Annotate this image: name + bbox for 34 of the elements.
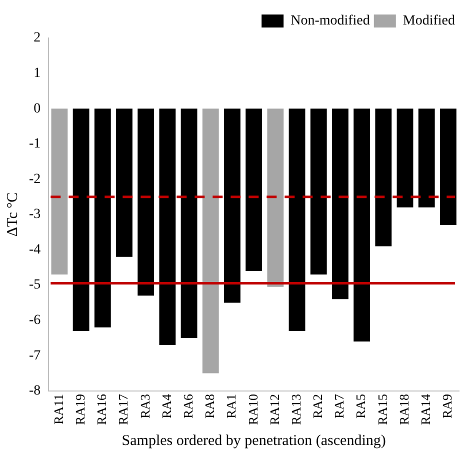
y-tick-label: -2	[28, 172, 41, 187]
x-tick-label: RA18	[396, 394, 412, 426]
y-tick-label: -7	[28, 348, 41, 364]
x-tick-label: RA7	[332, 393, 347, 419]
legend-label: Modified	[402, 14, 456, 29]
x-tick-label: RA8	[202, 394, 218, 419]
y-tick-label: -4	[28, 242, 41, 258]
x-tick-label: RA17	[116, 393, 131, 426]
x-tick-label: RA15	[374, 394, 390, 426]
y-tick-label: -8	[28, 384, 41, 399]
y-tick-label: 1	[34, 66, 41, 81]
x-tick-label: RA3	[137, 394, 152, 419]
x-tick-label: RA9	[440, 394, 455, 419]
y-tick-label: -6	[28, 313, 41, 328]
x-tick-label: RA1	[224, 394, 239, 419]
y-tick-label: 0	[34, 101, 41, 116]
x-tick-label: RA14	[418, 393, 434, 426]
x-tick-label: RA5	[353, 394, 368, 419]
y-axis-title: ΔTc °C	[4, 192, 21, 237]
x-tick-label: RA4	[158, 393, 174, 419]
x-axis-title: Samples ordered by penetration (ascending)	[122, 432, 386, 449]
legend-label: Non-modified	[290, 14, 370, 29]
x-tick-label: RA16	[94, 393, 110, 426]
x-tick-label: RA2	[310, 394, 326, 419]
y-tick-label: 2	[34, 30, 41, 46]
x-tick-label: RA10	[245, 394, 260, 426]
x-tick-label: RA11	[50, 394, 66, 425]
y-tick-label: -1	[28, 136, 41, 152]
y-tick-label: -3	[28, 207, 41, 222]
x-tick-label: RA13	[288, 394, 304, 426]
x-tick-label: RA12	[266, 394, 282, 426]
y-tick-label: -5	[28, 278, 41, 293]
x-tick-label: RA19	[72, 394, 88, 426]
x-tick-label: RA6	[180, 393, 196, 419]
